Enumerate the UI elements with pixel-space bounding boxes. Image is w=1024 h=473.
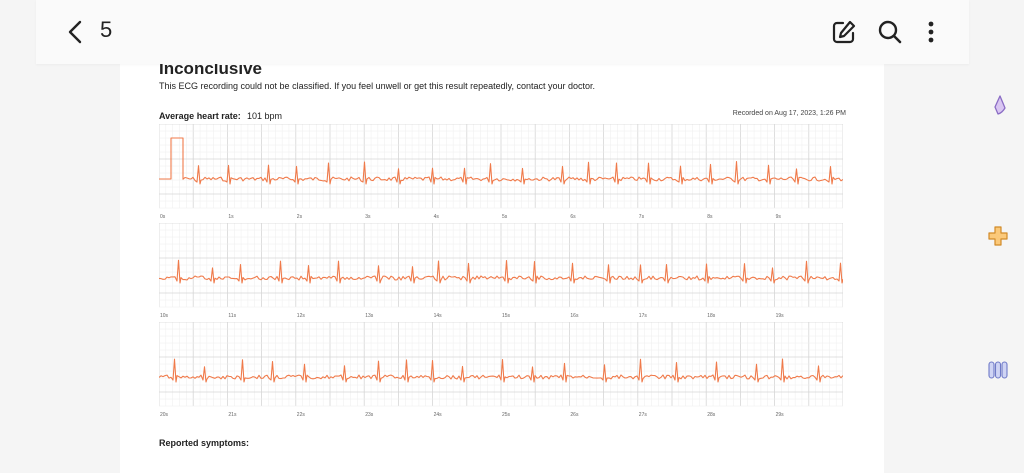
page-number: 5 xyxy=(100,17,113,42)
reported-symptoms-label: Reported symptoms: xyxy=(159,438,250,448)
ecg-strip-1: 0s 1s 2s 3s 4s 5s 6s 7s 8s 9s xyxy=(159,124,843,220)
time-tick-label: 21s xyxy=(228,412,237,418)
time-tick-label: 22s xyxy=(297,412,306,418)
time-tick-label: 7s xyxy=(639,214,645,220)
time-tick-label: 8s xyxy=(707,214,713,220)
time-tick-label: 20s xyxy=(160,412,169,418)
ecg-report-page: Inconclusive This ECG recording could no… xyxy=(120,40,884,473)
ecg-trace xyxy=(159,259,843,284)
highlighter-icon[interactable] xyxy=(986,93,1010,117)
time-tick-label: 3s xyxy=(365,214,371,220)
time-tick-label: 1s xyxy=(228,214,234,220)
back-chevron-icon[interactable] xyxy=(60,16,92,48)
time-tick-label: 11s xyxy=(228,313,236,319)
top-toolbar: 5 xyxy=(36,0,969,64)
time-tick-label: 9s xyxy=(776,214,782,220)
heart-rate-value: 101 bpm xyxy=(247,111,283,121)
ecg-strip-2: 10s 11s 12s 13s 14s 15s 16s 17s 18s 19s xyxy=(159,223,843,319)
edit-icon[interactable] xyxy=(828,16,860,48)
ecg-trace xyxy=(159,137,843,185)
time-tick-label: 19s xyxy=(776,313,785,319)
puzzle-icon[interactable] xyxy=(986,225,1010,249)
time-tick-label: 24s xyxy=(434,412,443,418)
time-tick-label: 10s xyxy=(160,313,169,319)
time-tick-label: 4s xyxy=(434,214,440,220)
time-tick-label: 0s xyxy=(160,214,166,220)
recorded-timestamp: Recorded on Aug 17, 2023, 1:26 PM xyxy=(732,110,846,117)
time-tick-label: 18s xyxy=(707,313,716,319)
time-tick-label: 29s xyxy=(776,412,785,418)
heart-rate-label: Average heart rate: xyxy=(159,111,241,121)
time-tick-label: 14s xyxy=(434,313,443,319)
time-tick-label: 28s xyxy=(707,412,716,418)
time-tick-label: 6s xyxy=(570,214,576,220)
time-tick-label: 13s xyxy=(365,313,374,319)
time-tick-label: 2s xyxy=(297,214,303,220)
time-tick-label: 16s xyxy=(570,313,579,319)
time-tick-label: 23s xyxy=(365,412,374,418)
time-tick-label: 5s xyxy=(502,214,508,220)
time-tick-label: 15s xyxy=(502,313,511,319)
report-description: This ECG recording could not be classifi… xyxy=(159,81,596,91)
time-tick-label: 27s xyxy=(639,412,648,418)
time-tick-label: 25s xyxy=(502,412,511,418)
time-tick-label: 17s xyxy=(639,313,648,319)
more-vertical-icon[interactable] xyxy=(915,16,947,48)
time-tick-label: 26s xyxy=(570,412,579,418)
books-icon[interactable] xyxy=(986,358,1010,382)
ecg-trace xyxy=(159,358,843,383)
ecg-strip-3: 20s 21s 22s 23s 24s 25s 26s 27s 28s 29s xyxy=(159,322,843,418)
time-tick-label: 12s xyxy=(297,313,306,319)
search-icon[interactable] xyxy=(874,16,906,48)
